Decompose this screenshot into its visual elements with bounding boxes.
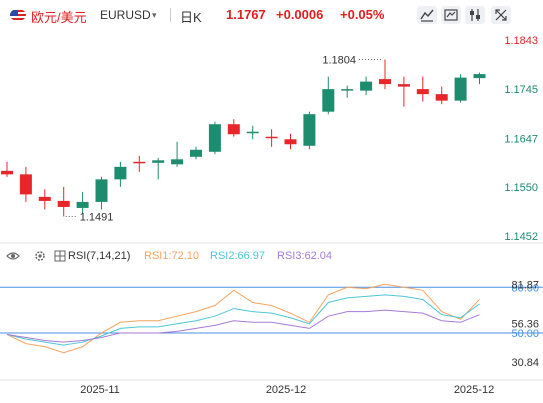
price-axis-label: 1.1452 [504, 231, 538, 243]
candle-body [284, 139, 297, 145]
candle-body [171, 159, 184, 165]
header-divider [170, 8, 171, 22]
candle-body [360, 81, 373, 91]
chart-canvas[interactable]: 1.1843 1.1745 1.1647 1.1550 1.1452 1.1804 1.14… [0, 30, 543, 403]
rsi-name: RSI(7,14,21) [68, 250, 131, 262]
rsi-series-line [6, 309, 480, 343]
high-annotation: 1.1804 [322, 55, 356, 67]
rsi1-value: RSI1:72.10 [144, 250, 200, 262]
candle-body [114, 166, 127, 180]
candle-body [1, 170, 13, 175]
rsi2-value: RSI2:66.97 [210, 250, 266, 262]
pair-name-zh[interactable]: 欧元/美元 [31, 10, 87, 25]
rsi-series-line [6, 283, 480, 354]
rsi-series-line [6, 294, 480, 346]
date-axis-label: 2025-12 [266, 384, 306, 396]
indicator-icon[interactable] [441, 6, 461, 24]
candle-body [454, 77, 467, 101]
settings-sliders-icon[interactable] [465, 6, 485, 24]
indicator-tag-icon [54, 250, 66, 265]
chart-header: 欧元/美元 EURUSD ▾ 日K 1.1767 +0.0006 +0.05% [0, 0, 543, 30]
price-change: +0.0006 [276, 7, 324, 22]
candle-body [38, 196, 51, 201]
price-change-percent: +0.05% [340, 7, 385, 22]
pair-code[interactable]: EURUSD [100, 8, 151, 22]
rsi-axis-label: 50.00 [511, 328, 539, 340]
fullscreen-icon[interactable] [491, 6, 511, 24]
price-axis-label: 1.1550 [504, 182, 538, 194]
candle-body [303, 114, 316, 146]
candle-body [76, 201, 89, 208]
draw-line-icon[interactable] [417, 6, 437, 24]
rsi-axis-label: 81.87 [511, 279, 539, 291]
date-axis-label: 2025-12 [454, 384, 494, 396]
candle-body [322, 89, 335, 112]
last-price: 1.1767 [226, 7, 266, 22]
candle-body [152, 160, 165, 163]
low-annotation: 1.1491 [80, 211, 114, 223]
candle-body [435, 94, 448, 101]
candle-body [473, 74, 486, 79]
candle-body [95, 179, 108, 202]
rsi-axis-label: 30.84 [511, 357, 539, 369]
candle-body [57, 200, 70, 207]
candle-body [190, 149, 202, 157]
timeframe-selector[interactable]: 日K [180, 10, 202, 25]
rsi-axis-label: 56.36 [511, 318, 539, 330]
rsi-axis-label: 80.00 [511, 282, 539, 294]
candle-body [416, 89, 429, 95]
candle-body [265, 136, 278, 139]
candle-body [341, 89, 354, 91]
price-axis-label: 1.1647 [504, 133, 538, 145]
price-axis-label: 1.1843 [504, 35, 538, 47]
candle-body [379, 79, 391, 85]
candle-body [397, 84, 410, 87]
rsi-legend: RSI(7,14,21) RSI1:72.10 RSI2:66.97 RSI3:… [0, 248, 543, 264]
candle-body [19, 174, 32, 195]
visibility-eye-icon[interactable] [6, 250, 20, 265]
settings-gear-icon[interactable] [34, 250, 46, 265]
candle-body [227, 124, 240, 135]
price-axis-label: 1.1745 [504, 84, 538, 96]
candle-body [208, 124, 221, 152]
candle-body [133, 161, 146, 164]
date-axis-label: 2025-11 [80, 384, 120, 396]
rsi3-value: RSI3:62.04 [277, 250, 333, 262]
pair-dropdown-icon[interactable]: ▾ [152, 10, 157, 20]
candle-body [246, 131, 259, 134]
eu-us-flag-icon [10, 9, 26, 21]
